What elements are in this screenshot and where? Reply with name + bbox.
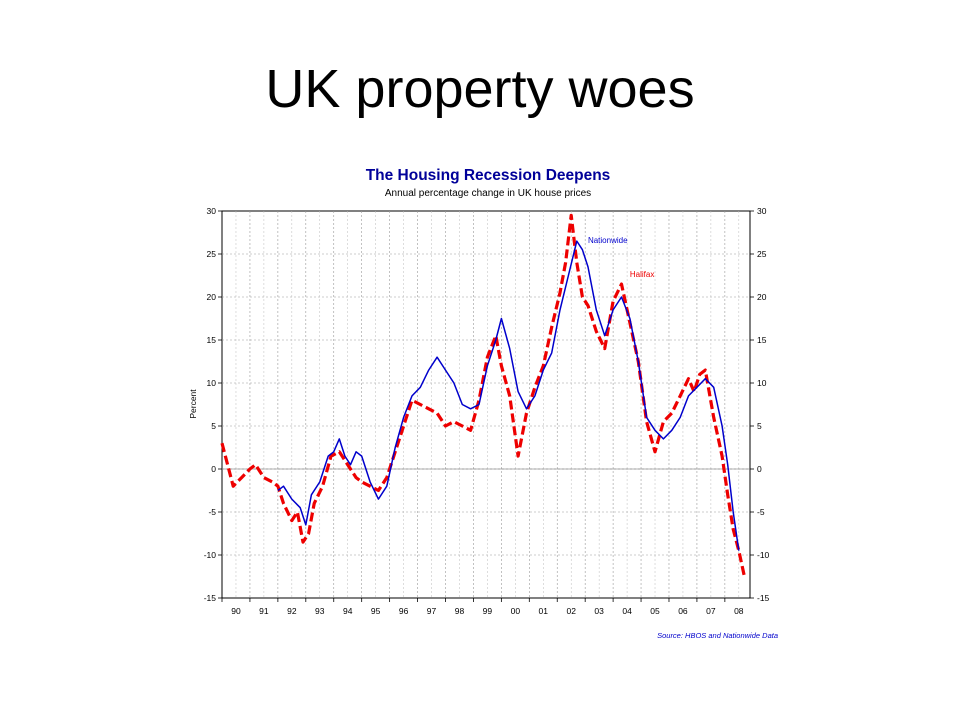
chart-title: The Housing Recession Deepens: [366, 167, 611, 184]
y-axis-label: Percent: [188, 389, 198, 419]
x-tick-label: 04: [622, 606, 632, 616]
y-tick-label-right: -10: [757, 550, 770, 560]
y-tick-label-left: 0: [211, 464, 216, 474]
y-tick-label-right: 5: [757, 421, 762, 431]
series-label-nationwide: Nationwide: [588, 236, 628, 245]
y-tick-label-right: 10: [757, 378, 767, 388]
y-tick-label-left: 15: [207, 335, 217, 345]
x-tick-label: 96: [399, 606, 409, 616]
x-tick-label: 03: [594, 606, 604, 616]
series-label-halifax: Halifax: [630, 270, 654, 279]
y-tick-label-left: 10: [207, 378, 217, 388]
y-tick-label-right: -15: [757, 593, 770, 603]
x-tick-label: 92: [287, 606, 297, 616]
y-tick-label-left: 25: [207, 249, 217, 259]
source-note: Source: HBOS and Nationwide Data: [657, 631, 778, 640]
x-tick-label: 99: [483, 606, 493, 616]
series-line-halifax: [220, 213, 746, 577]
y-tick-label-right: 0: [757, 464, 762, 474]
y-tick-label-left: -15: [204, 593, 217, 603]
x-tick-label: 90: [231, 606, 241, 616]
y-tick-label-right: 30: [757, 206, 767, 216]
y-tick-label-right: -5: [757, 507, 765, 517]
x-tick-label: 94: [343, 606, 353, 616]
y-tick-label-right: 25: [757, 249, 767, 259]
y-tick-label-left: -5: [208, 507, 216, 517]
x-tick-label: 91: [259, 606, 269, 616]
x-tick-label: 02: [566, 606, 576, 616]
x-tick-label: 06: [678, 606, 688, 616]
slide-title: UK property woes: [265, 59, 695, 119]
x-tick-label: 01: [539, 606, 549, 616]
y-tick-label-right: 15: [757, 335, 767, 345]
x-tick-label: 08: [734, 606, 744, 616]
y-tick-label-left: 20: [207, 292, 217, 302]
y-tick-label-left: -10: [204, 550, 217, 560]
y-tick-label-right: 20: [757, 292, 767, 302]
x-tick-label: 93: [315, 606, 325, 616]
x-tick-label: 97: [427, 606, 437, 616]
x-tick-label: 98: [455, 606, 465, 616]
x-tick-label: 95: [371, 606, 381, 616]
y-tick-label-left: 5: [211, 421, 216, 431]
x-tick-label: 05: [650, 606, 660, 616]
chart-subtitle: Annual percentage change in UK house pri…: [385, 188, 591, 199]
x-tick-label: 07: [706, 606, 716, 616]
x-tick-label: 00: [511, 606, 521, 616]
series-line-nationwide: [277, 240, 740, 551]
y-tick-label-left: 30: [207, 206, 217, 216]
